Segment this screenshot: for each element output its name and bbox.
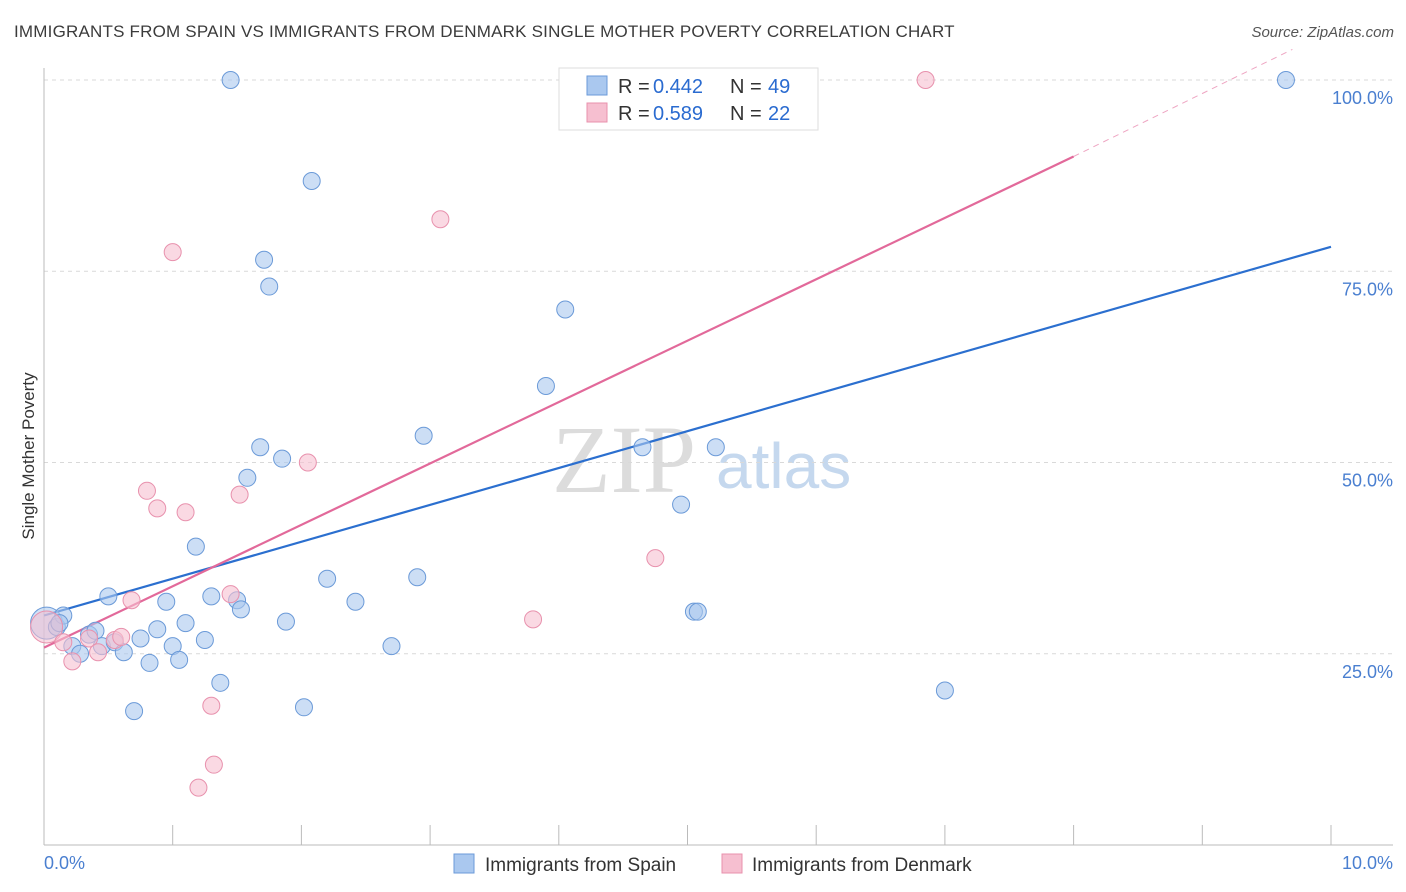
spain-trend-line <box>43 245 1332 617</box>
spain-point <box>176 614 195 633</box>
denmark-point <box>30 610 64 644</box>
spain-point <box>382 637 401 656</box>
spain-point <box>706 438 725 457</box>
x-tick-label: 0.0% <box>44 853 85 873</box>
y-axis-label: Single Mother Poverty <box>19 372 38 540</box>
denmark-point <box>54 633 73 652</box>
bottom-legend-swatch-denmark <box>721 853 743 874</box>
y-tick-label: 25.0% <box>1342 662 1393 682</box>
spain-point <box>186 537 205 556</box>
denmark-point <box>80 629 99 648</box>
spain-point <box>195 630 214 649</box>
denmark-point <box>148 499 167 518</box>
legend-swatch-denmark <box>586 102 608 123</box>
denmark-point <box>112 627 131 646</box>
spain-point <box>99 587 118 606</box>
spain-point <box>170 650 189 669</box>
denmark-point <box>916 71 935 89</box>
spain-point <box>536 377 555 395</box>
legend-r-label-denmark: R = <box>618 103 650 125</box>
y-tick-label: 50.0% <box>1342 471 1393 491</box>
bottom-legend-label-denmark: Immigrants from Denmark <box>752 855 972 876</box>
y-tick-label: 100.0% <box>1332 88 1393 108</box>
denmark-point <box>298 453 317 472</box>
legend-swatch-spain <box>586 75 608 96</box>
spain-point <box>633 438 652 457</box>
denmark-point <box>221 585 240 604</box>
denmark-point <box>63 652 82 671</box>
bottom-legend: Immigrants from Spain Immigrants from De… <box>453 853 972 876</box>
spain-point <box>211 673 230 692</box>
spain-point <box>231 600 250 619</box>
spain-point <box>260 277 279 296</box>
spain-point <box>408 568 427 587</box>
denmark-point <box>204 755 223 774</box>
axis-layer: 25.0% 50.0% 75.0% 100.0% 0.0% 10.0% <box>43 68 1393 873</box>
spain-point <box>221 71 240 89</box>
spain-point <box>414 426 433 445</box>
denmark-point <box>137 481 156 500</box>
bottom-legend-swatch-spain <box>453 853 475 874</box>
watermark-zip: ZIP <box>552 406 696 513</box>
spain-point <box>148 620 167 639</box>
denmark-point <box>431 210 450 229</box>
spain-point <box>157 592 176 611</box>
spain-point <box>255 250 274 269</box>
legend-r-value-denmark: 0.589 <box>653 103 703 125</box>
legend-r-value-spain: 0.442 <box>653 76 703 98</box>
denmark-point <box>122 591 141 610</box>
points-layer <box>30 71 1295 797</box>
spain-point <box>273 449 292 468</box>
spain-point <box>935 681 954 700</box>
grid-layer <box>44 79 1393 655</box>
bottom-legend-label-spain: Immigrants from Spain <box>485 855 676 876</box>
spain-point <box>131 629 150 648</box>
spain-point <box>556 300 575 319</box>
denmark-trend-extension <box>1073 48 1293 157</box>
top-legend: R = 0.442 N = 49 R = 0.589 N = 22 <box>558 67 819 131</box>
denmark-point <box>524 610 543 629</box>
source-credit: Source: ZipAtlas.com <box>1251 24 1394 41</box>
legend-n-label-spain: N = <box>730 76 762 98</box>
spain-point <box>238 468 257 487</box>
denmark-point <box>202 696 221 715</box>
spain-point <box>125 702 144 721</box>
chart-title: IMMIGRANTS FROM SPAIN VS IMMIGRANTS FROM… <box>14 22 955 41</box>
spain-point <box>251 438 270 457</box>
spain-point <box>672 495 691 514</box>
spain-point <box>318 569 337 588</box>
denmark-point <box>189 778 208 797</box>
denmark-point <box>89 643 108 662</box>
denmark-point <box>646 549 665 568</box>
denmark-point <box>163 243 182 262</box>
denmark-point <box>230 485 249 504</box>
spain-point <box>1276 71 1295 89</box>
y-tick-label: 75.0% <box>1342 279 1393 299</box>
legend-r-label-spain: R = <box>618 76 650 98</box>
spain-point <box>346 592 365 611</box>
legend-n-value-spain: 49 <box>768 76 790 98</box>
spain-point <box>688 602 707 621</box>
legend-n-label-denmark: N = <box>730 103 762 125</box>
legend-n-value-denmark: 22 <box>768 103 790 125</box>
trend-layer <box>43 48 1332 649</box>
denmark-trend-line <box>43 155 1075 649</box>
denmark-point <box>176 503 195 522</box>
spain-point <box>294 698 313 717</box>
spain-point <box>140 653 159 672</box>
watermark-atlas: atlas <box>716 430 851 502</box>
x-tick-label: 10.0% <box>1342 853 1393 873</box>
spain-point <box>276 612 295 631</box>
spain-point <box>202 587 221 606</box>
spain-point <box>302 171 321 190</box>
